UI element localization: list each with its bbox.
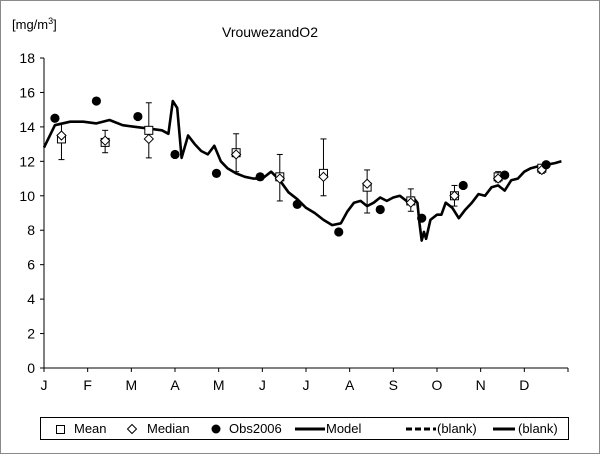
median-marker <box>143 133 155 145</box>
obs2006-point <box>170 149 180 160</box>
y-tick-label: 14 <box>19 119 35 135</box>
median-marker <box>405 197 417 208</box>
obs2006-point <box>50 113 60 123</box>
x-tick-label-4: M <box>213 377 225 393</box>
legend-item-median: Median <box>126 421 190 436</box>
obs2006-point <box>458 180 468 191</box>
y-tick-label: 8 <box>27 222 35 238</box>
obs2006-point <box>417 213 427 223</box>
plot-area: 0 2 4 6 8 10 12 14 16 18 J F M A M J J A S O N D <box>19 50 569 393</box>
y-tick-label: 0 <box>27 360 35 376</box>
obs2006-point <box>133 111 143 122</box>
y-tick-label: 6 <box>27 257 35 273</box>
legend-item-obs2006: Obs2006 <box>211 421 282 436</box>
obs2006-point <box>375 204 385 215</box>
legend-median-label: Median <box>147 421 190 436</box>
x-tick-label-8: S <box>389 377 398 393</box>
legend-model-label: Model <box>326 421 362 436</box>
legend-mean-marker <box>56 425 65 434</box>
y-tick-label: 12 <box>19 153 35 169</box>
obs2006-point <box>500 170 510 180</box>
median-marker <box>361 178 373 189</box>
series-model-line <box>42 99 562 242</box>
x-tick-label-11: D <box>519 377 529 393</box>
median-marker <box>449 190 460 201</box>
y-tick-label: 16 <box>19 84 35 100</box>
median-marker <box>274 173 286 184</box>
x-tick-label-1: F <box>83 377 92 393</box>
legend-item-blank-solid: (blank) <box>493 421 558 436</box>
legend-obs2006-label: Obs2006 <box>229 421 282 436</box>
y-tick-label: 10 <box>19 188 35 204</box>
x-tick-label-0: J <box>41 377 48 393</box>
legend-obs2006-marker <box>211 424 221 434</box>
obs2006-point <box>211 168 222 178</box>
legend-item-model: Model <box>295 421 362 436</box>
x-tick-label-2: M <box>125 377 137 393</box>
chart-title: VrouwezandO2 <box>222 24 318 40</box>
y-tick-label: 18 <box>19 50 35 66</box>
obs2006-point <box>541 160 551 170</box>
legend-median-marker <box>126 423 138 435</box>
x-tick-label-7: A <box>345 377 355 393</box>
obs2006-point <box>334 227 344 237</box>
x-tick-label-3: A <box>170 377 180 393</box>
legend-blank-solid-label: (blank) <box>518 421 558 436</box>
legend-blank-dashed-label: (blank) <box>437 421 477 436</box>
mean-marker <box>144 125 154 135</box>
median-marker <box>56 130 67 141</box>
legend-mean-label: Mean <box>74 421 107 436</box>
legend-item-mean: Mean <box>56 421 107 436</box>
median-marker <box>99 135 111 146</box>
y-tick-label: 4 <box>27 291 35 307</box>
legend: Mean Median Obs2006 Model (blank) (blank… <box>40 417 569 440</box>
obs2006-point <box>255 172 265 182</box>
y-axis-label: [mg/m3] <box>12 16 57 32</box>
median-marker <box>230 149 242 160</box>
x-tick-label-9: O <box>432 377 443 393</box>
y-tick-label: 2 <box>27 326 35 342</box>
obs2006-point <box>91 96 101 106</box>
x-tick-label-5: J <box>259 377 266 393</box>
x-tick-label-6: J <box>303 377 310 393</box>
legend-item-blank-dashed: (blank) <box>406 421 477 436</box>
x-tick-label-10: N <box>476 377 486 393</box>
median-marker <box>318 171 329 183</box>
obs2006-point <box>292 199 302 209</box>
